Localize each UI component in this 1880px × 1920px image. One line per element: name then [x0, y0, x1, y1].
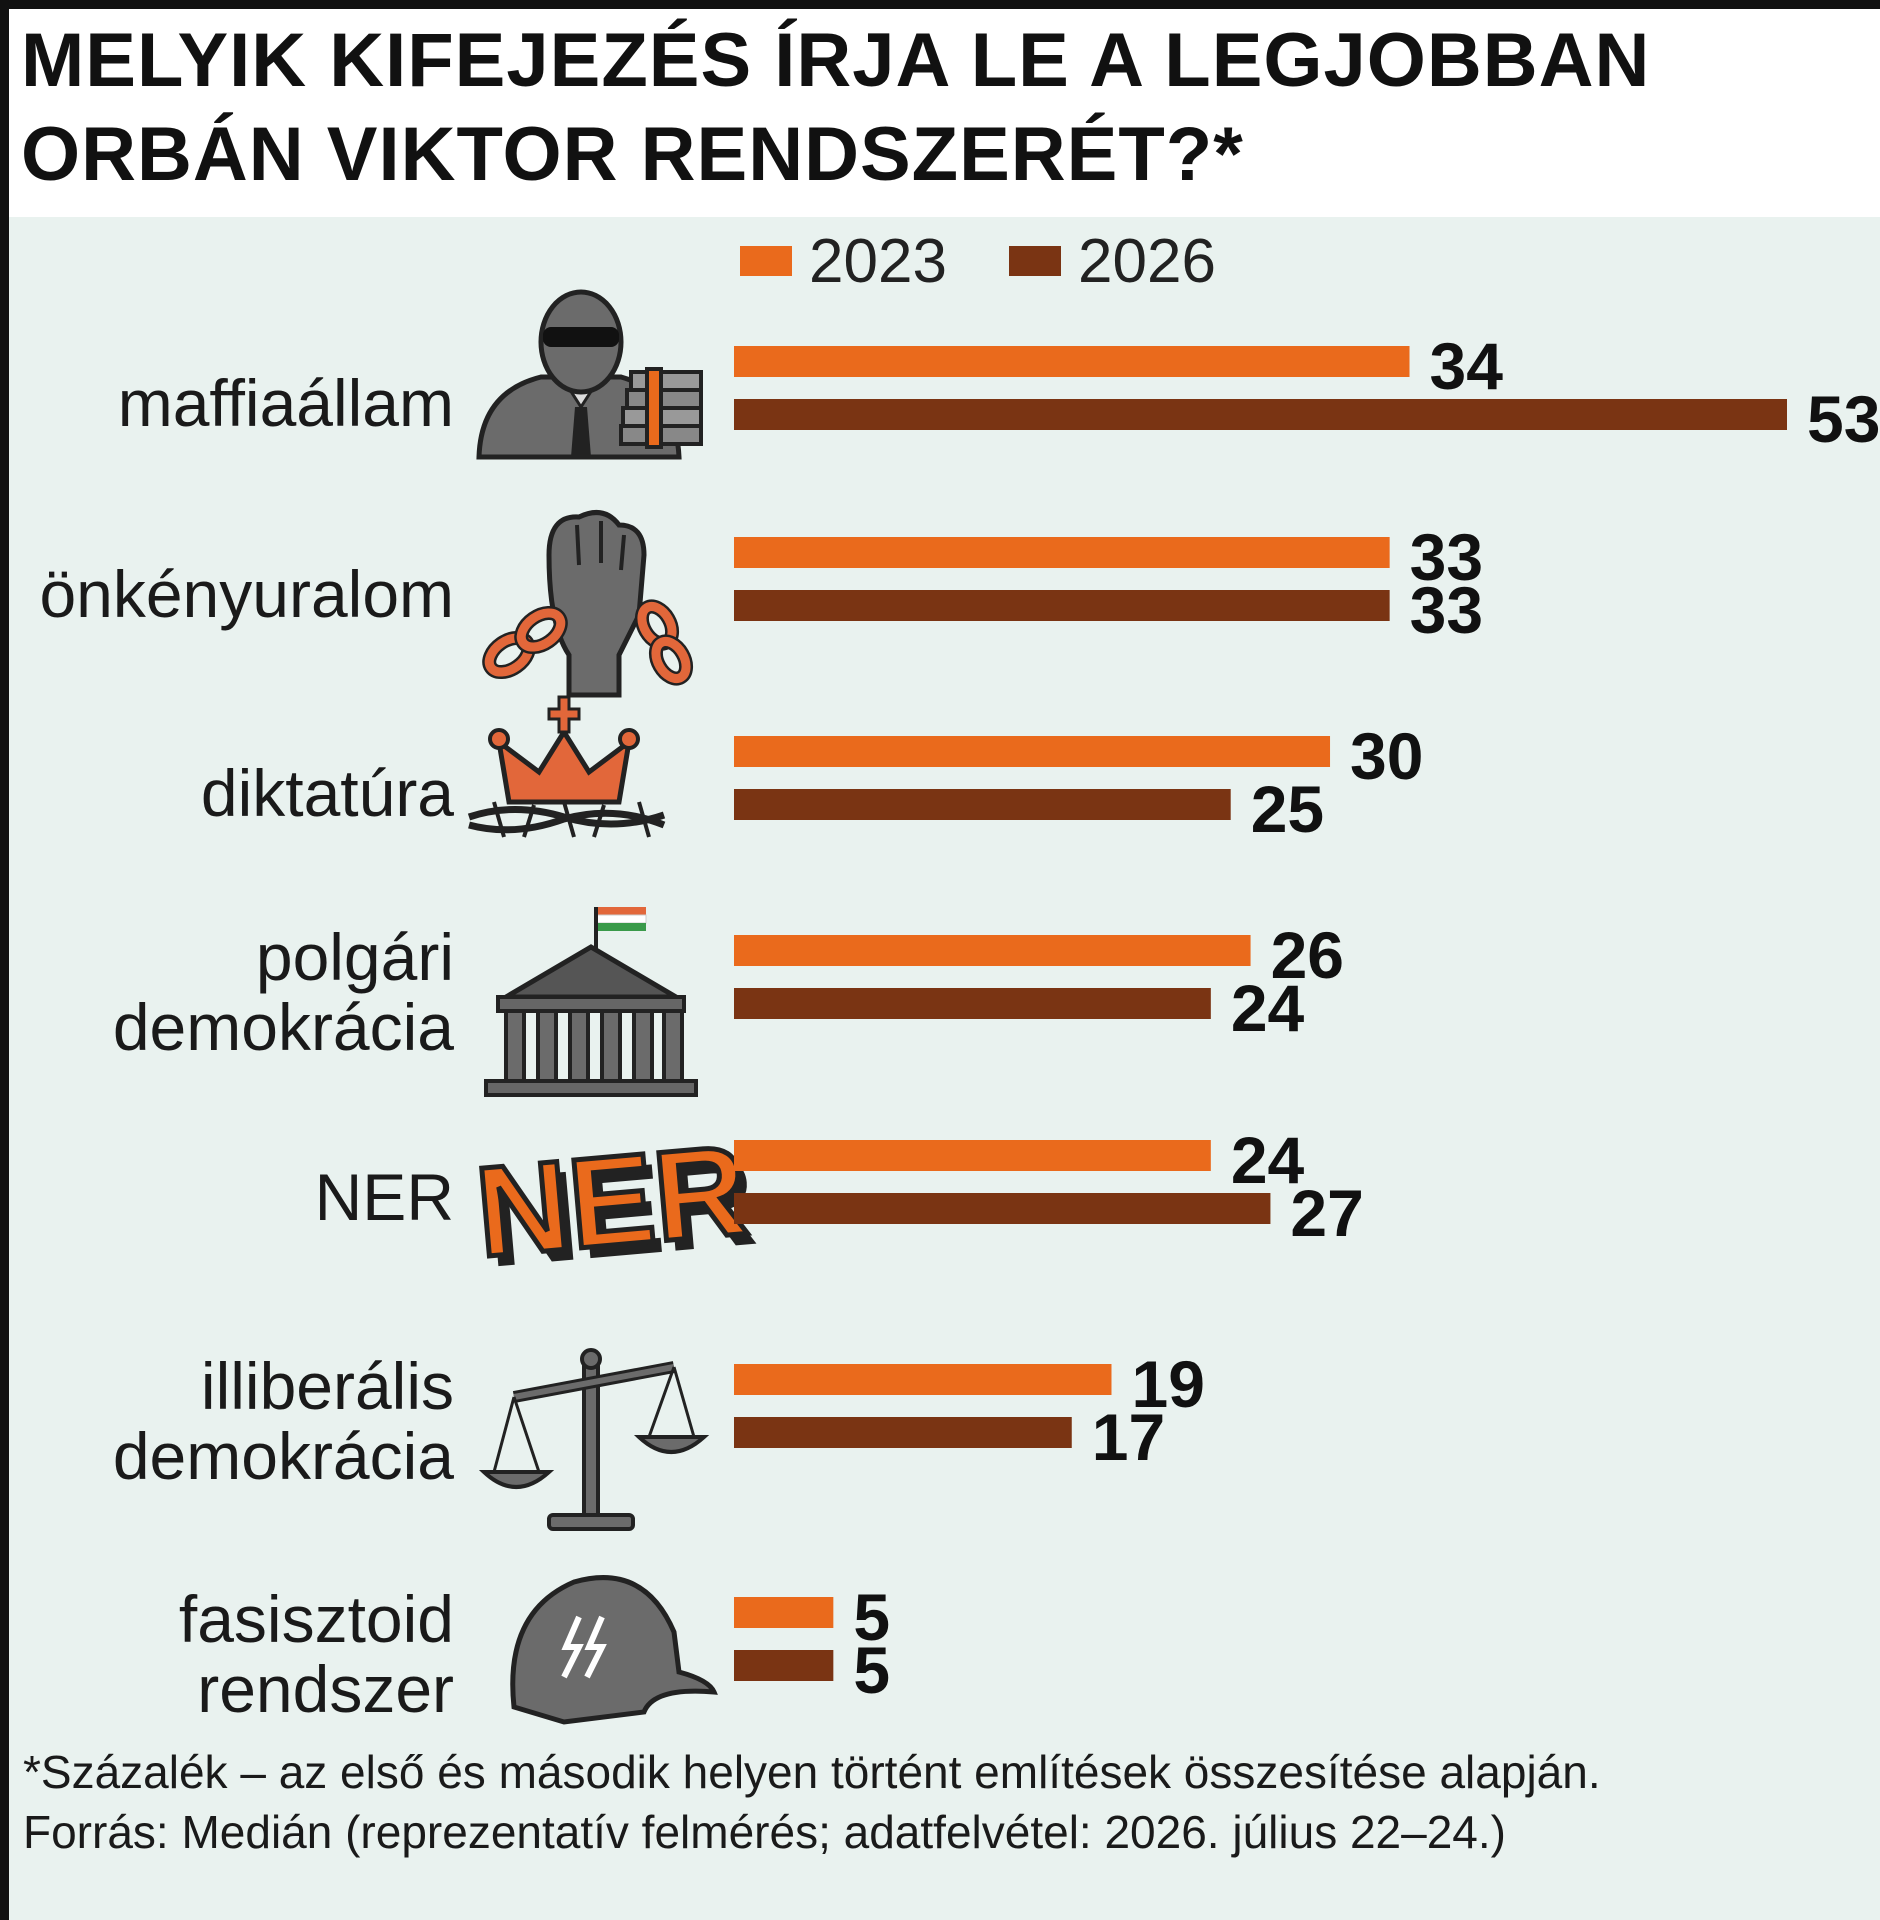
- value-label-2026-3: 24: [1231, 971, 1305, 1045]
- footnote-line-1: *Százalék – az első és második helyen tö…: [23, 1746, 1601, 1798]
- bar-2026-6: [734, 1650, 834, 1681]
- bar-2026-4: [734, 1193, 1271, 1224]
- ner-logo-text: NER: [471, 1118, 753, 1284]
- bar-2026-2: [734, 789, 1231, 820]
- value-label-2023-5: 19: [1131, 1347, 1204, 1421]
- legend-label-2026: 2026: [1078, 227, 1216, 296]
- value-label-2023-0: 34: [1430, 329, 1504, 403]
- legend-swatch-2026: [1009, 246, 1061, 276]
- ner-logo-shadow: NER: [480, 1129, 762, 1295]
- chart-title-line-1: MELYIK KIFEJEZÉS ÍRJA LE A LEGJOBBAN: [21, 18, 1651, 103]
- bar-2026-0: [734, 399, 1787, 430]
- footnote-line-2: Forrás: Medián (reprezentatív felmérés; …: [23, 1806, 1506, 1858]
- category-label-5-1: demokrácia: [113, 1419, 454, 1493]
- value-label-2026-6: 5: [853, 1633, 890, 1707]
- category-label-3-0: polgári: [256, 920, 454, 994]
- bar-2023-2: [734, 736, 1331, 767]
- legend-label-2023: 2023: [809, 227, 947, 296]
- value-label-2026-4: 27: [1290, 1176, 1363, 1250]
- category-label-1-0: önkényuralom: [39, 557, 454, 631]
- category-label-3-1: demokrácia: [113, 990, 454, 1064]
- ner-logo-icon: NER NER: [468, 1116, 762, 1295]
- bar-2023-5: [734, 1364, 1112, 1395]
- value-label-2023-1: 33: [1410, 520, 1483, 594]
- bar-2023-3: [734, 935, 1251, 966]
- legend-swatch-2023: [740, 246, 792, 276]
- ss-helmet-icon: [510, 1575, 718, 1725]
- bar-2023-0: [734, 346, 1410, 377]
- value-label-2026-1: 33: [1410, 573, 1483, 647]
- crown-barbed-wire-icon: [467, 695, 666, 838]
- category-label-5-0: illiberális: [201, 1349, 454, 1423]
- category-labels-group: maffiaállamönkényuralomdiktatúrapolgárid…: [39, 366, 454, 1726]
- bar-2023-6: [734, 1597, 834, 1628]
- bar-2026-3: [734, 988, 1211, 1019]
- bar-2023-4: [734, 1140, 1211, 1171]
- legend: 2023 2026: [740, 227, 1216, 296]
- category-label-6-0: fasisztoid: [179, 1582, 454, 1656]
- chart-title-line-2: ORBÁN VIKTOR RENDSZERÉT?*: [21, 112, 1244, 197]
- category-label-4-0: NER: [315, 1160, 454, 1234]
- value-label-2026-2: 25: [1251, 772, 1324, 846]
- category-label-0-0: maffiaállam: [118, 366, 454, 440]
- value-label-2023-3: 26: [1271, 918, 1344, 992]
- value-label-2023-6: 5: [853, 1580, 890, 1654]
- scales-icon: [478, 1348, 710, 1531]
- bar-2026-5: [734, 1417, 1072, 1448]
- chart-panel: 2023 2026: [9, 217, 1880, 1920]
- fist-broken-chain-icon: [482, 510, 694, 698]
- bar-chart: 2023 2026: [39, 227, 1880, 1726]
- value-label-2026-5: 17: [1092, 1400, 1165, 1474]
- bar-2023-1: [734, 537, 1390, 568]
- title-area: MELYIK KIFEJEZÉS ÍRJA LE A LEGJOBBAN ORB…: [9, 9, 1880, 217]
- category-label-2-0: diktatúra: [201, 756, 454, 830]
- bar-2026-1: [734, 590, 1390, 621]
- value-label-2023-2: 30: [1350, 719, 1423, 793]
- category-label-6-1: rendszer: [197, 1652, 454, 1726]
- parliament-flag-icon: [484, 907, 698, 1097]
- value-label-2026-0: 53: [1807, 382, 1880, 456]
- mafia-boss-money-icon: [476, 289, 703, 460]
- value-label-2023-4: 24: [1231, 1123, 1305, 1197]
